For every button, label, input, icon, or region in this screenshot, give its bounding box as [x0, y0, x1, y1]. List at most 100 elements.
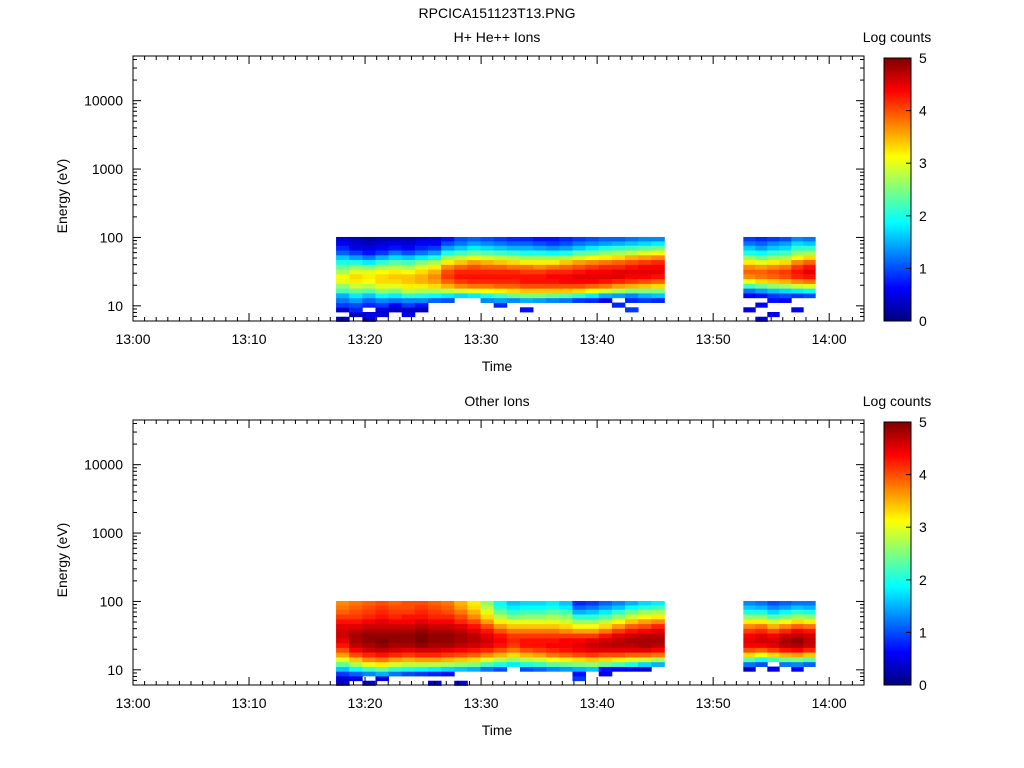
- x-tick-label: 13:50: [696, 331, 731, 347]
- heatmap-cell: [585, 633, 600, 639]
- heatmap-cell: [362, 661, 376, 667]
- heatmap-cell: [572, 240, 587, 246]
- heatmap-cell: [428, 661, 442, 667]
- heatmap-cell: [533, 254, 547, 261]
- heatmap-cell: [611, 236, 626, 242]
- x-axis: 13:00 13:10 13:20 13:30 13:40 13:50 14:00: [115, 420, 865, 711]
- heatmap-cell: [803, 604, 816, 610]
- heatmap-cell: [519, 657, 534, 663]
- heatmap-cell: [428, 264, 442, 270]
- heatmap-cell: [559, 623, 573, 629]
- heatmap-cell: [625, 604, 639, 610]
- heatmap-cell: [755, 633, 768, 639]
- heatmap-cell: [441, 618, 455, 625]
- heatmap-cell: [533, 618, 547, 625]
- heatmap-cell: [519, 609, 534, 615]
- heatmap-cell: [388, 604, 403, 610]
- heatmap-cell: [755, 647, 768, 653]
- heatmap-cell: [375, 604, 389, 610]
- heatmap-cell: [533, 288, 547, 294]
- heatmap-cell: [598, 623, 613, 629]
- heatmap-cell: [428, 614, 442, 620]
- heatmap-cell: [791, 259, 804, 265]
- heatmap-cell: [779, 661, 792, 667]
- colorbar-tick-label: 5: [919, 50, 927, 66]
- heatmap-cell: [414, 652, 429, 658]
- heatmap-cell: [559, 269, 573, 275]
- heatmap-cell: [480, 278, 495, 284]
- heatmap-cell: [779, 642, 792, 648]
- heatmap-cell: [388, 254, 403, 261]
- heatmap-cell: [598, 293, 613, 299]
- heatmap-cell: [803, 628, 816, 634]
- heatmap-cell: [506, 600, 521, 606]
- heatmap-cell: [480, 293, 495, 299]
- heatmap-cell: [336, 297, 350, 303]
- heatmap-cell: [336, 666, 350, 672]
- heatmap-cell: [779, 614, 792, 620]
- heatmap-cell: [428, 666, 442, 672]
- heatmap-cell: [480, 254, 495, 261]
- heatmap-cell: [375, 250, 389, 256]
- heatmap-cell: [336, 240, 350, 246]
- heatmap-cell: [428, 647, 442, 653]
- heatmap-cell: [767, 250, 780, 256]
- heatmap-cell: [585, 657, 600, 663]
- heatmap-cell: [803, 240, 816, 246]
- heatmap-cell: [611, 609, 626, 615]
- y-tick-label: 10: [107, 298, 123, 314]
- heatmap-cell: [493, 609, 508, 615]
- y-tick-label: 10: [107, 662, 123, 678]
- heatmap-cell: [533, 666, 547, 672]
- heatmap-cell: [585, 269, 600, 275]
- heatmap-cell: [454, 250, 468, 256]
- heatmap-cell: [362, 642, 376, 648]
- heatmap-cell: [572, 283, 587, 289]
- heatmap-cell: [428, 618, 442, 625]
- heatmap-cell: [467, 618, 481, 625]
- heatmap-cell: [401, 293, 416, 299]
- heatmap-cell: [506, 254, 521, 261]
- heatmap-cell: [441, 278, 455, 284]
- heatmap-cell: [519, 240, 534, 246]
- heatmap-cell: [625, 288, 639, 294]
- heatmap-cell: [533, 642, 547, 648]
- heatmap-cell: [388, 269, 403, 275]
- heatmap-cell: [362, 671, 376, 677]
- heatmap-cell: [493, 633, 508, 639]
- x-tick-label: 13:40: [580, 695, 615, 711]
- heatmap-cell: [441, 283, 455, 289]
- heatmap-cell: [767, 600, 780, 606]
- heatmap-cell: [598, 236, 613, 242]
- heatmap-cell: [803, 288, 816, 294]
- heatmap-cell: [519, 297, 534, 303]
- heatmap-cell: [651, 623, 665, 629]
- y-tick-label: 10000: [84, 457, 123, 473]
- heatmap-cell: [362, 666, 376, 672]
- heatmap-cell: [559, 642, 573, 648]
- heatmap-cell: [349, 283, 363, 289]
- heatmap-cell: [585, 264, 600, 270]
- heatmap-cell: [493, 293, 508, 299]
- heatmap-cell: [598, 618, 613, 625]
- heatmap-cell: [480, 604, 495, 610]
- heatmap-cell: [441, 264, 455, 270]
- heatmap-cell: [743, 609, 756, 615]
- heatmap-cell: [362, 269, 376, 275]
- heatmap-cell: [638, 297, 652, 303]
- heatmap-cell: [767, 283, 780, 289]
- heatmap-cell: [585, 661, 600, 667]
- heatmap-cell: [546, 288, 560, 294]
- heatmap-cell: [611, 652, 626, 658]
- heatmap-cell: [362, 647, 376, 653]
- heatmap-cell: [559, 652, 573, 658]
- heatmap-cell: [414, 259, 429, 265]
- heatmap-cell: [506, 661, 521, 667]
- heatmap-cell: [559, 264, 573, 270]
- y-axis-label: Energy (eV): [54, 523, 70, 598]
- heatmap-cell: [779, 657, 792, 663]
- heatmap-cell: [480, 273, 495, 280]
- heatmap-cell: [598, 259, 613, 265]
- heatmap-cell: [362, 297, 376, 303]
